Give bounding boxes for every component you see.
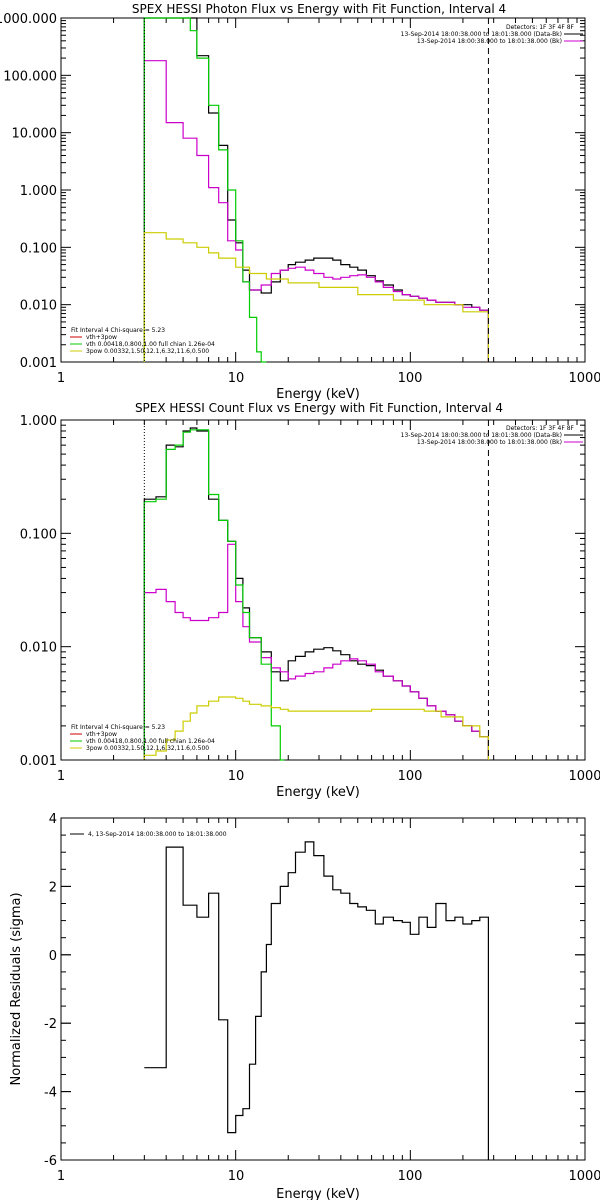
- photon-flux-y-tick-label: 10.000: [12, 127, 58, 142]
- photon-flux-y-tick-label: 1000.000: [0, 12, 57, 27]
- legend-fit-chisq-label: Fit Interval 4 Chi-square = 5.23: [71, 327, 165, 334]
- residuals-y-tick-label: 4: [49, 812, 57, 827]
- count-flux-x-tick-label: 1000: [568, 769, 600, 784]
- residuals-x-tick-label: 100: [398, 1169, 423, 1184]
- legend-fit-vth3pow-label: vth+3pow: [86, 334, 117, 341]
- count-flux-series-line: [143, 427, 489, 760]
- count-flux-x-tick-label: 100: [398, 769, 423, 784]
- residuals-y-tick-label: -2: [44, 1017, 57, 1032]
- photon-flux-y-tick-label: 0.001: [20, 356, 57, 371]
- photon-flux-x-tick-label: 1000: [568, 371, 600, 386]
- residuals-x-tick-label: 10: [228, 1169, 245, 1184]
- residuals-axes-frame: [60, 817, 586, 1161]
- residuals-legend-label: 4, 13-Sep-2014 18:00:38.000 to 18:01:38.…: [88, 831, 227, 838]
- legend-bk-label: 13-Sep-2014 18:00:38.000 to 18:01:38.000…: [417, 439, 562, 446]
- legend-fit-vth-label: vth 0.00418,0.800,1.00 full chian 1.26e-…: [86, 341, 215, 348]
- legend-detectors-label: Detectors: 1F 3F 4F 8F: [506, 24, 575, 31]
- photon-flux-series-line: [143, 17, 267, 363]
- photon-flux-series-line: [143, 232, 489, 362]
- legend-bk-label: 13-Sep-2014 18:00:38.000 to 18:01:38.000…: [417, 38, 562, 45]
- count-flux-y-tick-labels: 0.001 0.010 0.100 1.000: [20, 414, 57, 769]
- photon-flux-legend-fit: Fit Interval 4 Chi-square = 5.23 vth+3po…: [70, 327, 215, 355]
- count-flux-title: SPEX HESSI Count Flux vs Energy with Fit…: [135, 401, 503, 415]
- count-flux-series-line: [143, 696, 489, 760]
- legend-fit-chisq-label: Fit Interval 4 Chi-square = 5.23: [71, 724, 165, 731]
- photon-flux-ticks: [60, 17, 586, 363]
- count-flux-x-tick-label: 10: [228, 769, 245, 784]
- photon-flux-legend-detectors: Detectors: 1F 3F 4F 8F 13-Sep-2014 18:00…: [401, 24, 583, 45]
- count-flux-panel: SPEX HESSI Count Flux vs Energy with Fit…: [20, 401, 600, 800]
- photon-flux-y-tick-label: 1.000: [20, 184, 57, 199]
- legend-data-bk-label: 13-Sep-2014 18:00:38.000 to 18:01:38.000…: [401, 432, 562, 439]
- residuals-y-axis-label: Normalized Residuals (sigma): [9, 892, 24, 1085]
- count-flux-vlines: [143, 420, 489, 760]
- photon-flux-series: [143, 17, 489, 363]
- photon-flux-y-tick-labels: 0.001 0.010 0.100 1.000 10.000 100.000 1000.00…: [0, 12, 57, 371]
- count-flux-x-axis-label: Energy (keV): [276, 785, 360, 800]
- residuals-y-tick-label: -4: [44, 1086, 57, 1101]
- residuals-series-line: [144, 841, 489, 1160]
- count-flux-y-tick-label: 1.000: [20, 414, 57, 429]
- photon-flux-y-tick-label: 100.000: [3, 69, 57, 84]
- photon-flux-series-line: [143, 60, 489, 362]
- photon-flux-axes-frame: [60, 17, 586, 363]
- residuals-x-tick-label: 1000: [568, 1169, 600, 1184]
- legend-fit-vth3pow-label: vth+3pow: [86, 731, 117, 738]
- legend-fit-3pow-label: 3pow 0.00332,1.50,12.1,6.32,11.6,0.500: [86, 745, 209, 752]
- residuals-y-tick-label: 2: [49, 880, 57, 895]
- residuals-x-axis-label: Energy (keV): [276, 1187, 360, 1200]
- legend-fit-3pow-label: 3pow 0.00332,1.50,12.1,6.32,11.6,0.500: [86, 348, 209, 355]
- residuals-legend: 4, 13-Sep-2014 18:00:38.000 to 18:01:38.…: [70, 831, 227, 838]
- count-flux-ticks: [60, 419, 586, 761]
- residuals-y-tick-label: 0: [49, 949, 57, 964]
- count-flux-legend-fit: Fit Interval 4 Chi-square = 5.23 vth+3po…: [70, 724, 215, 752]
- residuals-series: [144, 841, 489, 1160]
- photon-flux-panel: SPEX HESSI Photon Flux vs Energy with Fi…: [0, 2, 600, 402]
- count-flux-y-tick-label: 0.100: [20, 527, 57, 542]
- photon-flux-x-tick-label: 1: [57, 371, 65, 386]
- count-flux-series: [143, 427, 489, 761]
- count-flux-series-line: [143, 429, 285, 761]
- count-flux-y-tick-label: 0.001: [20, 754, 57, 769]
- residuals-x-tick-label: 1: [57, 1169, 65, 1184]
- photon-flux-x-tick-label: 100: [398, 371, 423, 386]
- legend-detectors-label: Detectors: 1F 3F 4F 8F: [506, 425, 575, 432]
- residuals-y-tick-labels: -6 -4 -2 0 2 4: [44, 812, 57, 1169]
- count-flux-x-tick-label: 1: [57, 769, 65, 784]
- photon-flux-vlines: [143, 18, 489, 362]
- residuals-ticks: [60, 817, 586, 1161]
- count-flux-axes-frame: [60, 419, 586, 761]
- legend-fit-vth-label: vth 0.00418,0.800,1.00 full chian 1.26e-…: [86, 738, 215, 745]
- photon-flux-x-tick-label: 10: [228, 371, 245, 386]
- photon-flux-series-line: [143, 17, 489, 362]
- photon-flux-y-tick-label: 0.010: [20, 299, 57, 314]
- residuals-panel: 1 10 100 1000 Energy (keV) Normalized Re…: [9, 812, 600, 1200]
- count-flux-series-line: [143, 543, 489, 760]
- photon-flux-y-tick-label: 0.100: [20, 241, 57, 256]
- photon-flux-x-axis-label: Energy (keV): [276, 387, 360, 402]
- photon-flux-title: SPEX HESSI Photon Flux vs Energy with Fi…: [132, 2, 506, 16]
- legend-data-bk-label: 13-Sep-2014 18:00:38.000 to 18:01:38.000…: [401, 31, 562, 38]
- residuals-y-tick-label: -6: [44, 1154, 57, 1169]
- count-flux-legend-detectors: Detectors: 1F 3F 4F 8F 13-Sep-2014 18:00…: [401, 425, 583, 446]
- count-flux-y-tick-label: 0.010: [20, 641, 57, 656]
